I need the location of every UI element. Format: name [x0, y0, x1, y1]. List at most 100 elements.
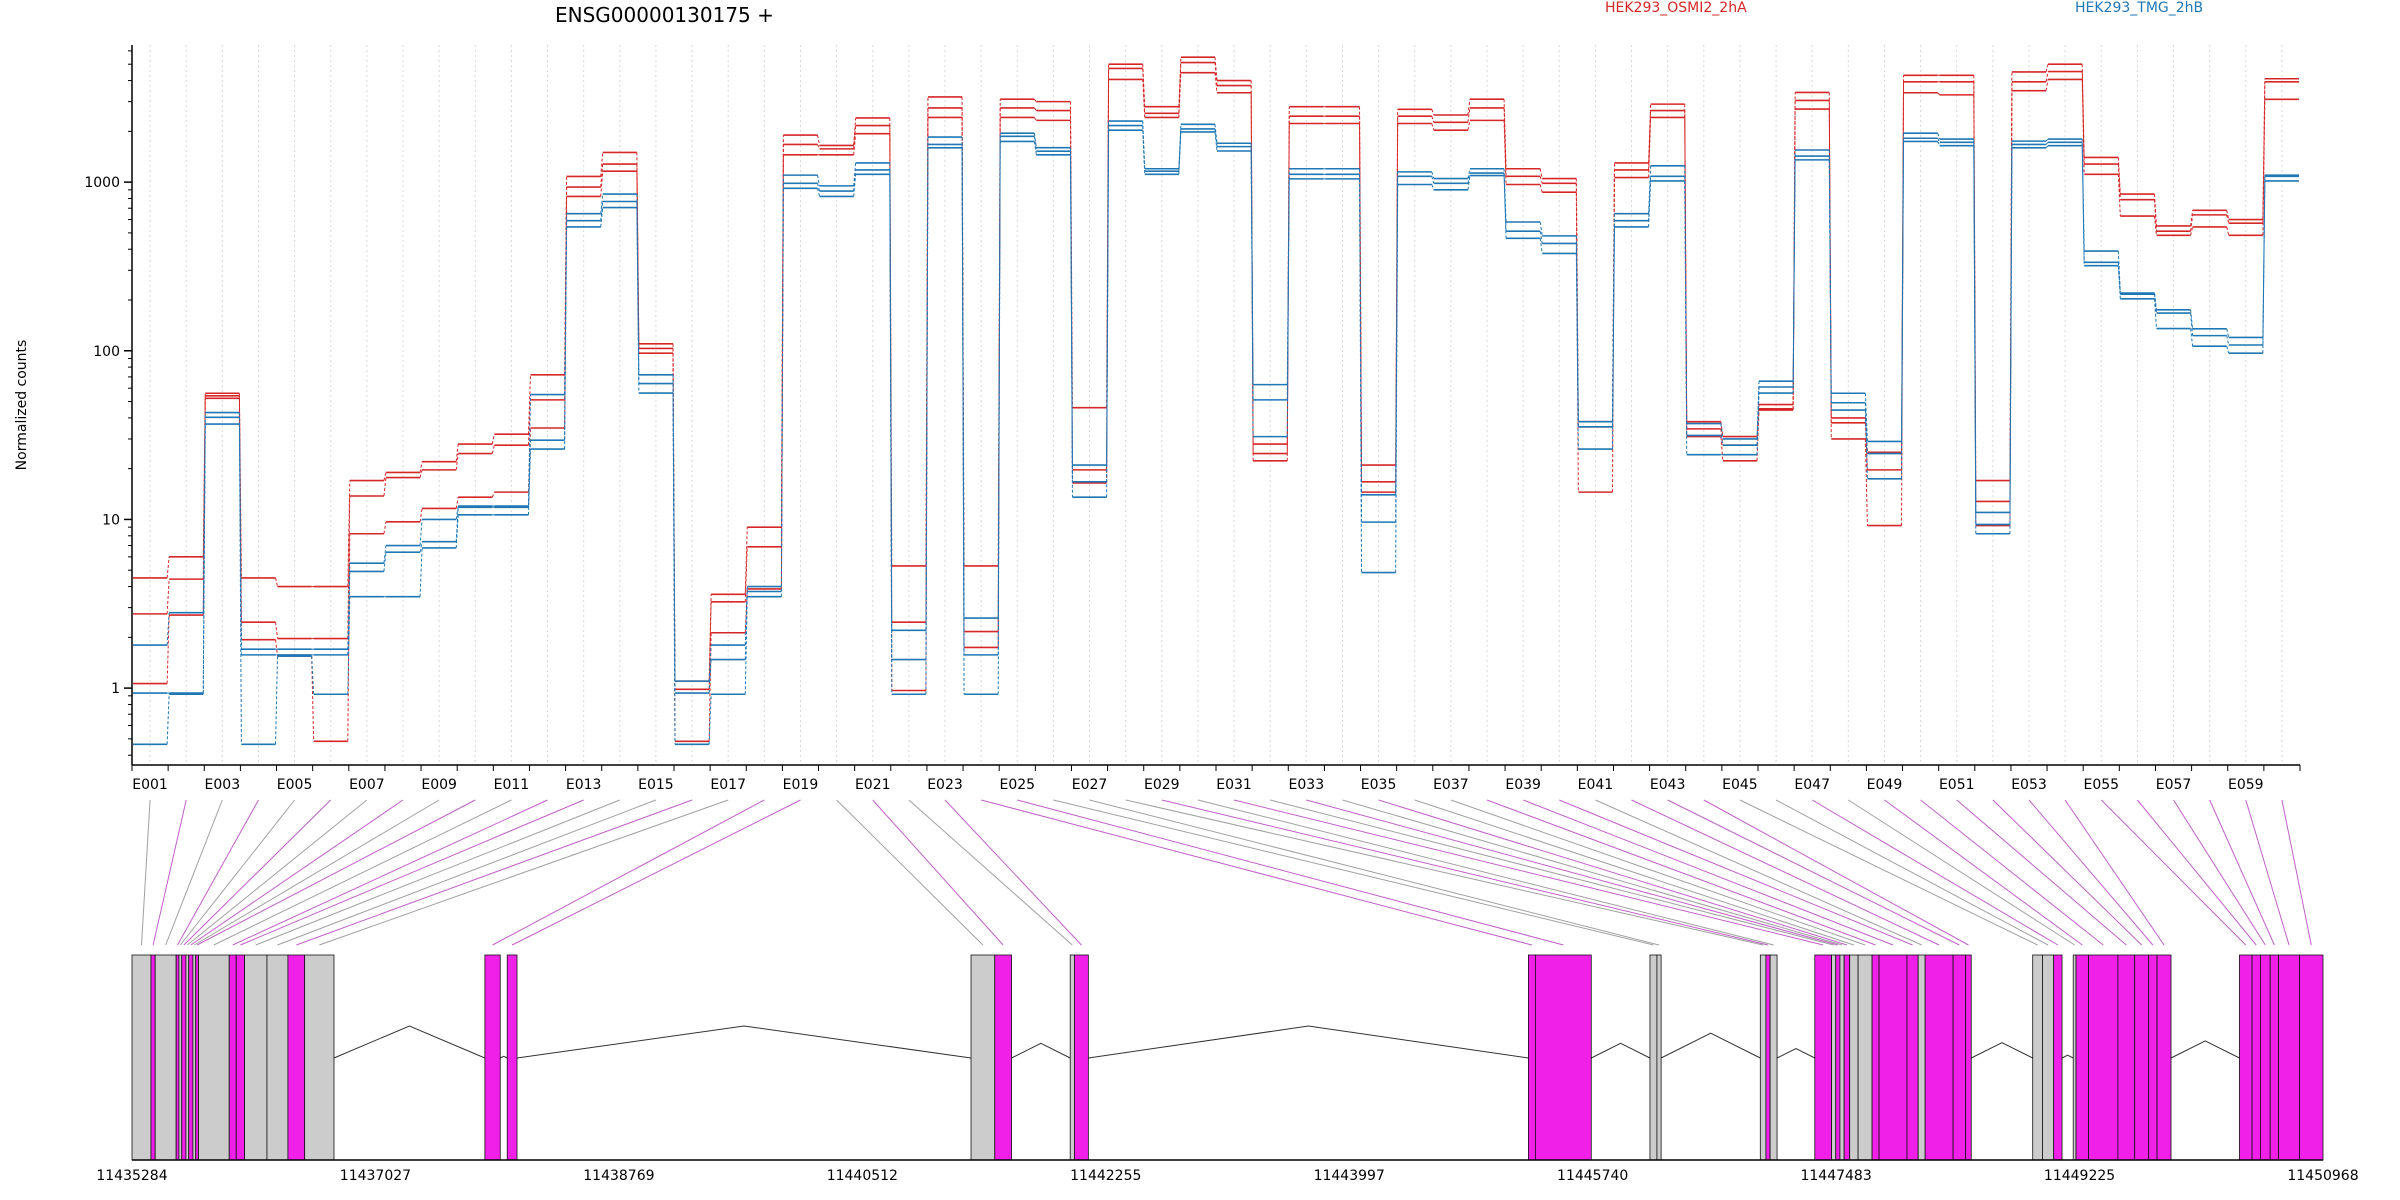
exon-connector: [1775, 799, 2049, 946]
intron: [333, 1025, 486, 1059]
series-transition: [1178, 131, 1182, 175]
exon-connector: [1956, 799, 2127, 946]
series-transition: [2009, 147, 2013, 534]
series-transition: [2153, 216, 2157, 236]
y-tick-label: 1: [111, 681, 120, 697]
exon-box: [1843, 954, 1851, 1161]
series-transition: [1467, 175, 1471, 190]
series-transition: [1864, 402, 1868, 454]
series-transition: [419, 469, 423, 478]
series-layer: [133, 56, 2299, 746]
exon-connector: [1017, 799, 1564, 946]
intron: [2061, 1054, 2074, 1059]
series-transition: [889, 174, 893, 695]
series-transition: [600, 201, 604, 221]
exon-box: [1857, 954, 1873, 1161]
series-transition: [383, 472, 387, 481]
series-transition: [1901, 141, 1905, 479]
exon-box: [506, 954, 518, 1161]
exon-box: [228, 954, 237, 1161]
series-transition: [1069, 154, 1073, 498]
series-transition: [1178, 128, 1182, 172]
exon-box: [1917, 954, 1926, 1161]
series-transition: [1033, 117, 1037, 121]
series-transition: [744, 588, 748, 633]
series-transition: [2045, 79, 2049, 91]
x-tick-label: E051: [1939, 777, 1975, 793]
x-tick-label: E047: [1794, 777, 1830, 793]
series-transition: [1431, 176, 1435, 184]
series-transition: [1286, 174, 1290, 400]
series-transition: [347, 495, 351, 639]
exon-connector: [1703, 799, 1969, 946]
x-tick-label: E033: [1289, 777, 1325, 793]
series-transition: [347, 480, 351, 587]
y-tick-label: 10: [102, 512, 120, 528]
exon-box: [1656, 954, 1662, 1161]
exon-connector: [187, 799, 368, 946]
series-transition: [1359, 178, 1363, 573]
series-transition: [1648, 176, 1652, 221]
exon-connector: [908, 799, 1073, 946]
series-transition: [527, 399, 531, 446]
series-transition: [817, 144, 820, 150]
series-transition: [1864, 410, 1868, 479]
x-tick-label: E023: [927, 777, 963, 793]
exon-box: [2251, 954, 2261, 1161]
exon-connector: [2028, 799, 2154, 946]
intron: [1011, 1042, 1071, 1059]
exon-connector: [240, 799, 584, 946]
series-transition: [2262, 180, 2266, 354]
x-tick-label: E053: [2011, 777, 2047, 793]
exon-connector: [1559, 799, 1913, 946]
series-transition: [419, 541, 423, 553]
series-transition: [1142, 125, 1146, 172]
series-transition: [2190, 313, 2194, 336]
exon-connector: [2209, 799, 2275, 946]
series-transition: [275, 656, 279, 745]
series-transition: [527, 449, 531, 515]
series-transition: [1720, 436, 1724, 461]
series-transition: [708, 659, 712, 694]
exon-box: [1906, 954, 1919, 1161]
series-transition: [2190, 309, 2194, 329]
exon-connector: [1667, 799, 1960, 946]
exon-box: [304, 954, 335, 1161]
genomic-coordinate-label: 11443997: [1314, 1168, 1385, 1184]
exon-connector: [1631, 799, 1940, 946]
exon-box: [178, 954, 183, 1161]
series-transition: [1214, 131, 1218, 152]
series-transition: [1684, 180, 1688, 455]
series-transition: [2117, 164, 2121, 200]
exon-box: [1814, 954, 1832, 1161]
exon-connector: [1450, 799, 1866, 946]
exon-box: [2260, 954, 2271, 1161]
exon-box: [1069, 954, 1075, 1161]
exon-connector: [981, 799, 1533, 946]
series-transition: [636, 207, 640, 394]
exon-box: [2088, 954, 2119, 1161]
series-transition: [2153, 199, 2157, 232]
series-transition: [1937, 133, 1941, 140]
series-transition: [419, 519, 423, 546]
exon-connector: [1161, 799, 1769, 946]
series-transition: [166, 579, 170, 614]
x-tick-label: E003: [205, 777, 241, 793]
series-transition: [1106, 130, 1110, 498]
exon-connector: [1848, 799, 2075, 946]
genomic-coordinate-label: 11447483: [1800, 1168, 1871, 1184]
exon-connector: [277, 799, 657, 946]
series-transition: [2045, 145, 2049, 149]
exon-connector: [183, 799, 332, 946]
x-tick-label: E009: [421, 777, 457, 793]
exon-connector: [194, 799, 440, 946]
exon-connector: [152, 799, 187, 946]
series-transition: [1467, 168, 1471, 179]
series-transition: [455, 453, 459, 470]
series-transition: [166, 694, 170, 745]
genomic-coordinate-label: 11435284: [96, 1168, 167, 1184]
exon-box: [2032, 954, 2043, 1161]
exon-connector: [1522, 799, 1894, 946]
series-transition: [853, 125, 857, 149]
x-tick-label: E001: [132, 777, 168, 793]
